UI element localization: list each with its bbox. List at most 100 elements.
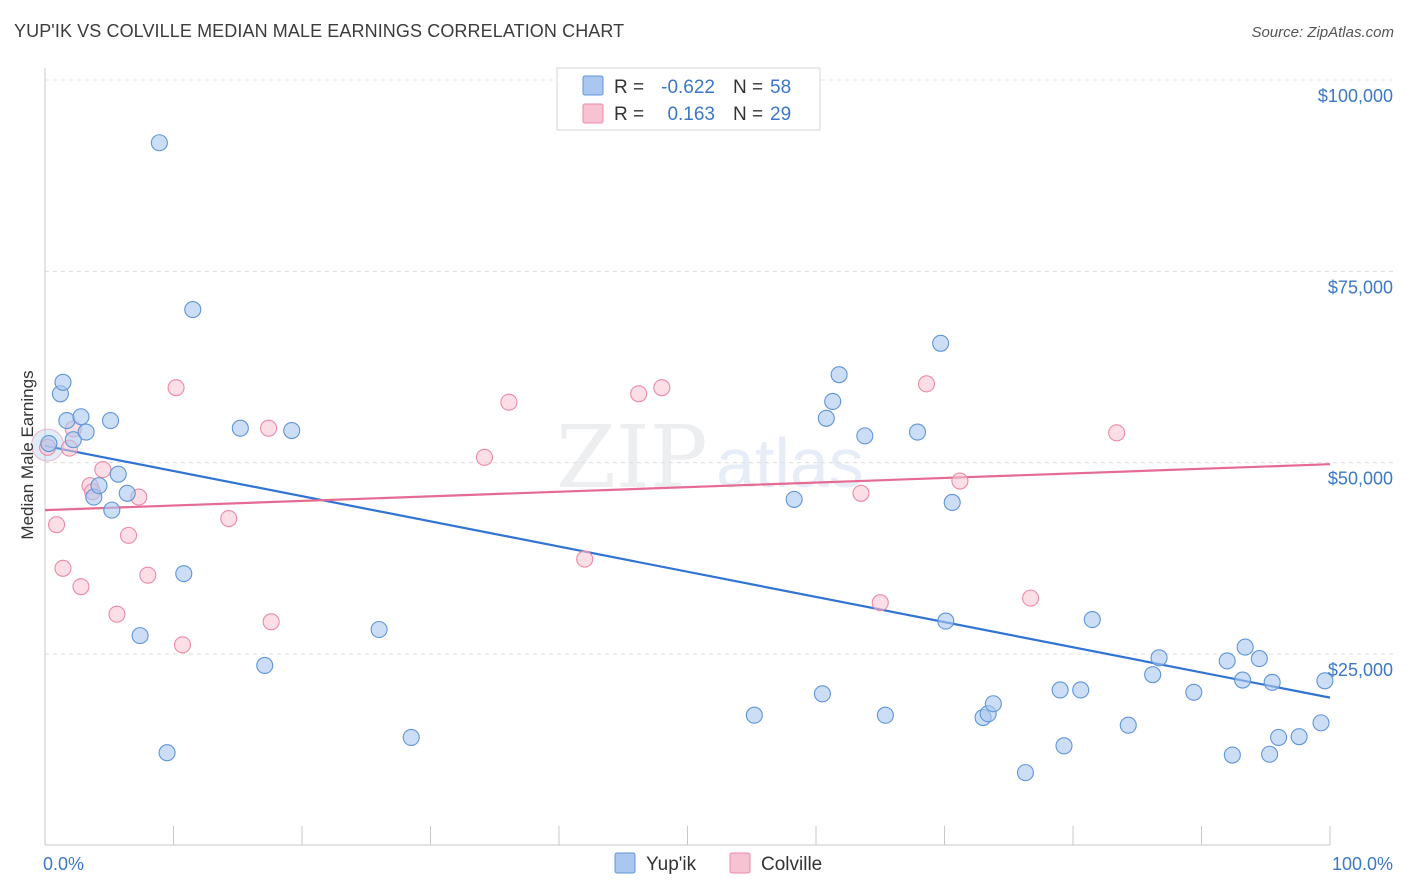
point-colville <box>260 419 278 437</box>
point-yupik <box>58 412 76 430</box>
point-yupik <box>1250 650 1268 668</box>
point-yupik <box>109 465 127 483</box>
point-yupik <box>1261 745 1279 763</box>
trend-lines <box>44 444 1331 699</box>
y-tick-label: $50,000 <box>1328 469 1393 489</box>
legend-swatch-yupik <box>582 75 604 96</box>
legend-n-label: N = <box>733 104 763 125</box>
point-yupik <box>158 744 176 762</box>
point-yupik <box>1270 728 1288 746</box>
point-colville <box>500 393 518 411</box>
point-yupik <box>813 685 831 703</box>
x-tick-label: 0.0% <box>43 854 84 874</box>
watermark: ZIP atlas <box>556 408 864 508</box>
point-yupik <box>40 434 58 453</box>
point-colville <box>475 448 494 466</box>
point-yupik <box>54 373 72 391</box>
point-colville <box>167 379 185 397</box>
data-points <box>31 134 1334 782</box>
watermark-zip: ZIP <box>556 408 708 508</box>
point-colville <box>1022 589 1040 607</box>
point-yupik <box>817 409 835 427</box>
legend-swatch-colville <box>582 103 604 124</box>
point-yupik <box>1218 652 1236 670</box>
point-yupik <box>1185 683 1203 701</box>
x-tick-label: 100.0% <box>1332 854 1393 874</box>
point-yupik <box>830 366 848 384</box>
point-yupik <box>943 493 961 512</box>
point-yupik <box>824 392 842 410</box>
point-yupik <box>1051 681 1069 699</box>
point-colville <box>653 379 671 397</box>
point-yupik <box>937 612 955 630</box>
point-yupik <box>1119 716 1137 734</box>
point-colville <box>108 605 126 623</box>
series-label-yupik: Yup'ik <box>646 854 697 875</box>
point-yupik <box>64 431 82 449</box>
series-swatch-colville <box>729 852 751 874</box>
point-colville <box>220 509 238 528</box>
series-swatch-yupik <box>614 852 636 874</box>
point-colville <box>119 526 138 544</box>
point-colville <box>852 484 870 502</box>
axes <box>44 68 1331 846</box>
point-yupik <box>256 656 274 675</box>
point-yupik <box>150 134 168 152</box>
point-yupik <box>1234 671 1252 689</box>
point-yupik <box>1016 764 1035 782</box>
legend-r-value: 0.163 <box>667 104 715 125</box>
point-yupik <box>1083 611 1101 629</box>
point-yupik <box>72 408 90 426</box>
point-yupik <box>1263 673 1281 691</box>
point-yupik <box>785 490 803 508</box>
point-colville <box>871 594 889 612</box>
point-colville <box>72 578 90 596</box>
y-tick-label: $100,000 <box>1318 86 1393 106</box>
point-yupik <box>283 421 301 440</box>
point-colville <box>54 559 72 577</box>
legend-r-label: R = <box>614 77 644 98</box>
point-yupik <box>184 301 202 319</box>
legend-n-value: 58 <box>770 77 791 98</box>
point-colville <box>917 375 936 393</box>
point-yupik <box>1223 746 1241 764</box>
point-yupik <box>1072 681 1090 699</box>
point-yupik <box>876 706 894 724</box>
y-tick-label: $75,000 <box>1328 277 1393 297</box>
series-label-colville: Colville <box>761 854 822 875</box>
legend-r-value: -0.622 <box>661 77 715 98</box>
point-colville <box>630 385 648 403</box>
point-yupik <box>118 484 136 502</box>
point-yupik <box>1290 728 1308 746</box>
series-legend: Yup'ik Colville <box>614 852 822 875</box>
legend-r-label: R = <box>614 104 644 125</box>
legend-n-label: N = <box>733 77 763 98</box>
point-yupik <box>908 423 927 441</box>
point-yupik <box>90 477 108 495</box>
x-tick-labels: 0.0% 100.0% <box>43 854 1393 874</box>
point-yupik <box>103 501 121 519</box>
point-yupik <box>1312 714 1330 732</box>
point-colville <box>262 613 280 631</box>
y-tick-label: $25,000 <box>1328 660 1393 680</box>
y-axis-label: Median Male Earnings <box>18 370 37 539</box>
point-yupik <box>131 627 149 645</box>
y-tick-labels: $25,000 $50,000 $75,000 $100,000 <box>1318 86 1393 680</box>
point-yupik <box>1150 649 1168 667</box>
point-colville <box>139 566 157 584</box>
point-yupik <box>370 620 388 639</box>
point-yupik <box>77 423 95 441</box>
point-colville <box>48 516 66 534</box>
stats-legend: R = -0.622 N = 58 R = 0.163 N = 29 <box>556 67 821 131</box>
point-yupik <box>932 334 950 352</box>
source-label: Source: ZipAtlas.com <box>1251 24 1394 41</box>
point-yupik <box>1316 672 1334 690</box>
point-yupik <box>1236 638 1254 656</box>
point-colville <box>951 472 969 490</box>
trend-line-colville <box>44 463 1331 512</box>
point-colville <box>173 636 192 654</box>
point-yupik <box>231 419 249 437</box>
point-yupik <box>745 706 763 724</box>
point-colville <box>94 461 112 479</box>
